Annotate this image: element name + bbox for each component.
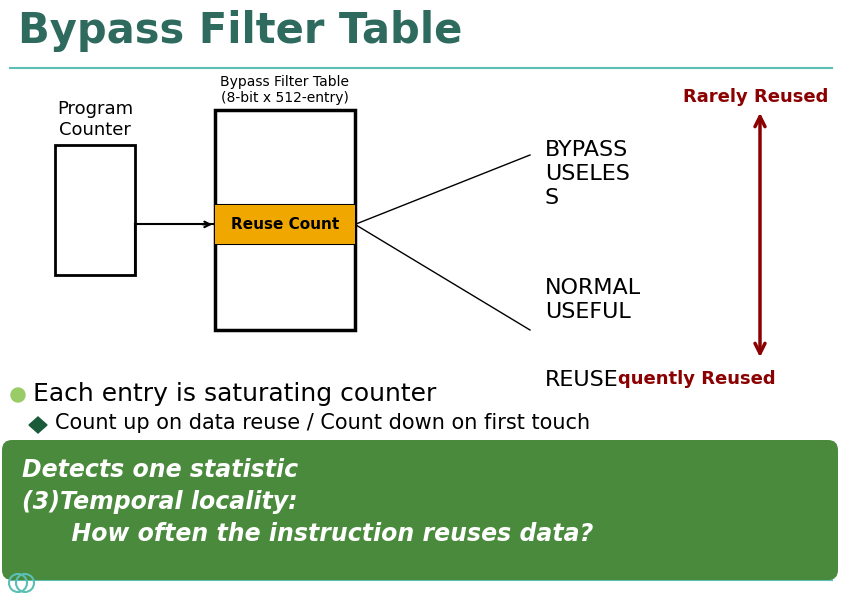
Text: Bypass Filter Table
(8-bit x 512-entry): Bypass Filter Table (8-bit x 512-entry)	[221, 75, 349, 105]
Text: REUSE: REUSE	[545, 370, 619, 390]
Text: (3)Temporal locality:: (3)Temporal locality:	[22, 490, 297, 514]
Bar	[215, 205, 355, 244]
Bar	[55, 145, 135, 275]
Text: Program
Counter: Program Counter	[57, 100, 133, 139]
Bar	[215, 110, 355, 330]
Text: BYPASS
USELES
S: BYPASS USELES S	[545, 140, 630, 208]
Text: Bypass Filter Table: Bypass Filter Table	[18, 10, 462, 52]
Text: How often the instruction reuses data?: How often the instruction reuses data?	[22, 522, 594, 546]
Text: Count up on data reuse / Count down on first touch: Count up on data reuse / Count down on f…	[55, 413, 590, 433]
Text: quently Reused: quently Reused	[618, 370, 775, 388]
Text: Rarely Reused: Rarely Reused	[684, 88, 829, 106]
Text: Each entry is saturating counter: Each entry is saturating counter	[33, 382, 436, 406]
Text: Detects one statistic: Detects one statistic	[22, 458, 298, 482]
FancyBboxPatch shape	[2, 440, 838, 580]
Circle shape	[11, 388, 25, 402]
Text: NORMAL
USEFUL: NORMAL USEFUL	[545, 278, 641, 322]
Polygon shape	[29, 417, 47, 433]
Text: Reuse Count: Reuse Count	[231, 217, 339, 232]
